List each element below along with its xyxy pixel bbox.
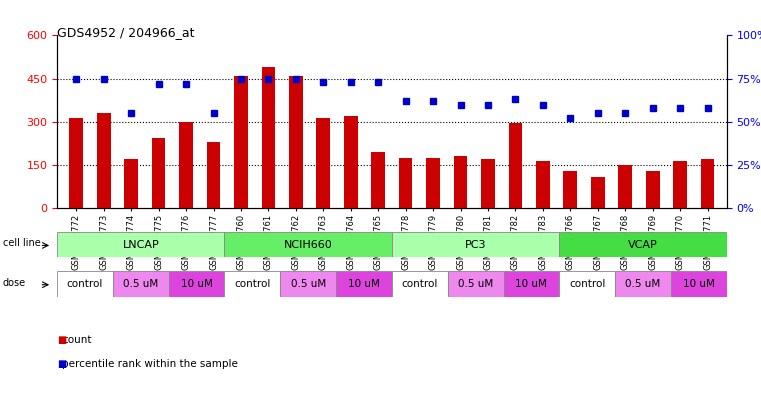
Text: PC3: PC3 xyxy=(465,240,486,250)
Text: NCIH660: NCIH660 xyxy=(284,240,333,250)
Text: control: control xyxy=(234,279,271,289)
Text: control: control xyxy=(569,279,606,289)
Bar xyxy=(615,271,671,297)
Text: 0.5 uM: 0.5 uM xyxy=(626,279,661,289)
Bar xyxy=(559,232,727,257)
Bar xyxy=(224,232,392,257)
Bar xyxy=(447,271,504,297)
Text: control: control xyxy=(402,279,438,289)
Bar xyxy=(151,138,165,208)
Bar xyxy=(179,122,193,208)
Bar xyxy=(280,271,336,297)
Bar xyxy=(559,271,615,297)
Text: percentile rank within the sample: percentile rank within the sample xyxy=(62,358,238,369)
Text: ■: ■ xyxy=(57,358,66,369)
Bar xyxy=(289,76,303,208)
Text: 0.5 uM: 0.5 uM xyxy=(291,279,326,289)
Bar xyxy=(113,271,169,297)
Text: count: count xyxy=(62,335,92,345)
Bar xyxy=(399,158,412,208)
Bar xyxy=(224,271,280,297)
Text: dose: dose xyxy=(3,278,26,288)
Text: control: control xyxy=(67,279,103,289)
Bar xyxy=(336,271,392,297)
Text: GDS4952 / 204966_at: GDS4952 / 204966_at xyxy=(57,26,195,39)
Bar xyxy=(371,152,385,208)
Text: VCAP: VCAP xyxy=(628,240,658,250)
Bar xyxy=(169,271,224,297)
Text: ■: ■ xyxy=(57,335,66,345)
Bar xyxy=(673,161,687,208)
Bar xyxy=(124,159,138,208)
Bar xyxy=(57,232,224,257)
Bar xyxy=(57,271,113,297)
Bar xyxy=(234,76,248,208)
Text: 10 uM: 10 uM xyxy=(180,279,212,289)
Text: 10 uM: 10 uM xyxy=(515,279,547,289)
Bar xyxy=(536,161,549,208)
Bar xyxy=(646,171,660,208)
Bar xyxy=(392,271,447,297)
Bar xyxy=(619,165,632,208)
Text: 10 uM: 10 uM xyxy=(348,279,380,289)
Bar xyxy=(563,171,577,208)
Bar xyxy=(392,232,559,257)
Bar xyxy=(701,159,715,208)
Bar xyxy=(317,118,330,208)
Text: LNCAP: LNCAP xyxy=(123,240,159,250)
Bar xyxy=(454,156,467,208)
Bar xyxy=(426,158,440,208)
Bar xyxy=(262,67,275,208)
Bar xyxy=(69,118,83,208)
Text: 0.5 uM: 0.5 uM xyxy=(458,279,493,289)
Bar xyxy=(481,159,495,208)
Bar xyxy=(591,176,605,208)
Bar xyxy=(671,271,727,297)
Bar xyxy=(504,271,559,297)
Bar xyxy=(207,142,221,208)
Text: 10 uM: 10 uM xyxy=(683,279,715,289)
Text: cell line: cell line xyxy=(3,239,40,248)
Bar xyxy=(508,123,522,208)
Bar xyxy=(344,116,358,208)
Bar xyxy=(97,113,110,208)
Text: 0.5 uM: 0.5 uM xyxy=(123,279,158,289)
